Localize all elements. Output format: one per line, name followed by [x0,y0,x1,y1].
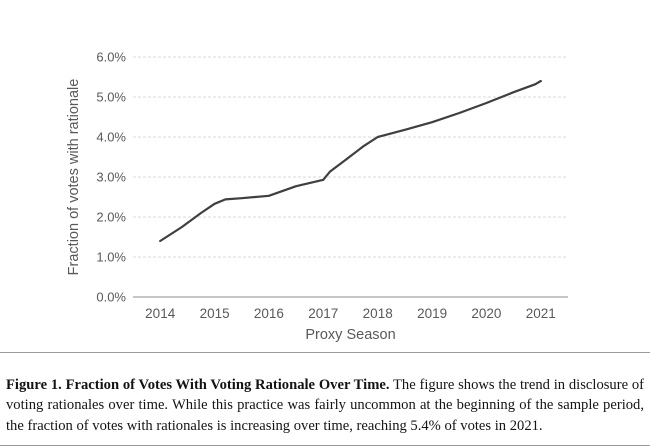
y-tick-label: 2.0% [96,210,126,225]
x-tick-label: 2014 [145,306,176,321]
x-tick-label: 2015 [200,306,230,321]
line-chart-svg: 0.0% 1.0% 2.0% 3.0% 4.0% 5.0% 6.0% 2014 2015 2016… [66,50,568,343]
x-tick-label: 2016 [254,306,284,321]
figure-caption-title: Figure 1. Fraction of Votes With Voting … [6,376,390,393]
y-axis-title: Fraction of votes with rationale [66,79,82,276]
x-tick-label: 2017 [308,306,338,321]
figure-caption-body: The figure shows the trend in disclosure… [6,376,644,435]
y-tick-label: 4.0% [96,130,126,145]
series-line [159,79,542,243]
figure-caption: Figure 1. Fraction of Votes With Voting … [6,375,644,437]
x-tick-label: 2021 [526,306,556,321]
figure-1-chart-area: 0.0% 1.0% 2.0% 3.0% 4.0% 5.0% 6.0% 2014 2015 2016… [66,50,568,343]
y-tick-label: 6.0% [96,50,126,65]
caption-bottom-rule [0,445,650,446]
y-tick-label: 0.0% [96,290,126,305]
x-tick-label: 2018 [363,306,393,321]
x-axis-title: Proxy Season [305,327,395,343]
x-tick-label: 2020 [471,306,501,321]
y-tick-label: 1.0% [96,250,126,265]
x-tick-label: 2019 [417,306,447,321]
y-tick-label: 3.0% [96,170,126,185]
y-tick-label: 5.0% [96,90,126,105]
caption-top-rule [0,352,650,353]
